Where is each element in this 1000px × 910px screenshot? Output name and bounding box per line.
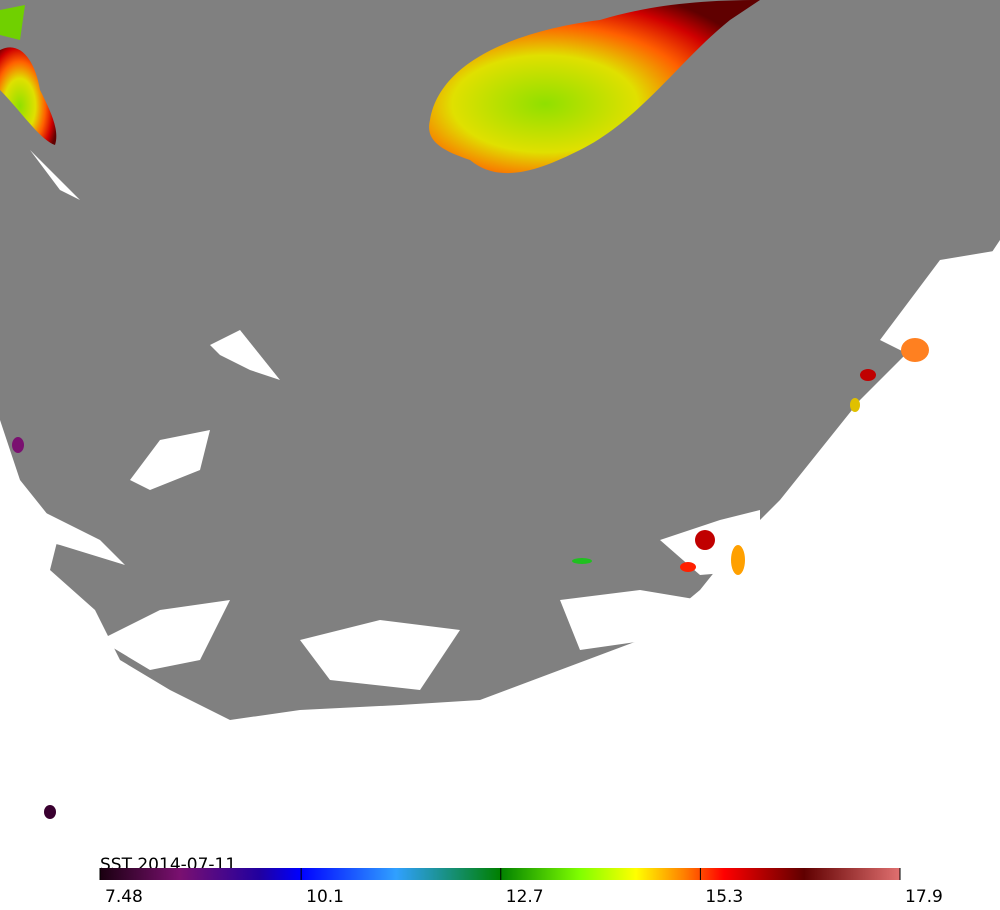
map xyxy=(0,0,1000,819)
colorbar-tick-label: 10.1 xyxy=(306,887,344,907)
land xyxy=(0,0,1000,720)
colorbar-ticks: 7.48 10.1 12.7 15.3 17.9 xyxy=(99,868,943,907)
sst-patches xyxy=(0,0,929,819)
colorbar xyxy=(100,868,900,880)
colorbar-tick-label: 12.7 xyxy=(506,887,544,907)
colorbar-tick-label: 15.3 xyxy=(705,887,743,907)
colorbar-tick-label: 17.9 xyxy=(905,887,943,907)
colorbar-tick-label: 7.48 xyxy=(105,887,143,907)
